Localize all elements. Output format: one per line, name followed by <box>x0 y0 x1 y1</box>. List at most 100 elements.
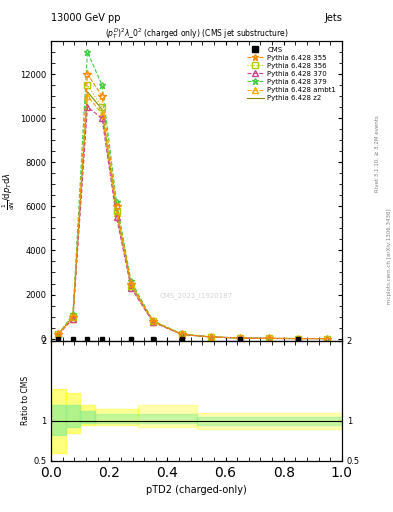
Pythia 6.428 ambt1 <box>100 111 105 117</box>
Pythia 6.428 356 <box>296 335 301 342</box>
Pythia 6.428 379 <box>209 334 213 340</box>
Pythia 6.428 379 <box>238 335 242 341</box>
Pythia 6.428 379 <box>100 82 105 88</box>
Pythia 6.428 355 <box>129 281 134 287</box>
Pythia 6.428 z2 <box>100 106 105 113</box>
Pythia 6.428 356 <box>238 335 242 341</box>
Pythia 6.428 z2 <box>85 89 90 95</box>
Line: Pythia 6.428 ambt1: Pythia 6.428 ambt1 <box>55 93 330 342</box>
Pythia 6.428 355 <box>100 93 105 99</box>
Pythia 6.428 ambt1 <box>325 335 330 342</box>
Text: Jets: Jets <box>324 13 342 23</box>
Pythia 6.428 370 <box>209 334 213 340</box>
Legend: CMS, Pythia 6.428 355, Pythia 6.428 356, Pythia 6.428 370, Pythia 6.428 379, Pyt: CMS, Pythia 6.428 355, Pythia 6.428 356,… <box>244 45 338 103</box>
Pythia 6.428 ambt1 <box>209 334 213 340</box>
Pythia 6.428 370 <box>296 335 301 342</box>
Line: Pythia 6.428 z2: Pythia 6.428 z2 <box>59 92 327 338</box>
Pythia 6.428 ambt1 <box>151 318 155 325</box>
Pythia 6.428 370 <box>325 335 330 342</box>
Pythia 6.428 355 <box>209 334 213 340</box>
Pythia 6.428 355 <box>151 318 155 324</box>
Pythia 6.428 379 <box>180 331 184 337</box>
Text: mcplots.cern.ch [arXiv:1306.3436]: mcplots.cern.ch [arXiv:1306.3436] <box>387 208 391 304</box>
CMS <box>71 335 75 342</box>
Pythia 6.428 370 <box>180 331 184 337</box>
Pythia 6.428 z2 <box>151 318 155 325</box>
Pythia 6.428 379 <box>296 335 301 342</box>
Y-axis label: Ratio to CMS: Ratio to CMS <box>21 376 30 425</box>
Pythia 6.428 355 <box>85 71 90 77</box>
Pythia 6.428 356 <box>71 313 75 319</box>
Pythia 6.428 356 <box>267 335 272 342</box>
Pythia 6.428 370 <box>151 319 155 325</box>
Pythia 6.428 356 <box>85 82 90 88</box>
Pythia 6.428 370 <box>100 115 105 121</box>
Pythia 6.428 379 <box>267 335 272 342</box>
Pythia 6.428 355 <box>296 335 301 342</box>
Line: CMS: CMS <box>56 336 300 340</box>
Y-axis label: $\frac{1}{\mathrm{d}N} / \mathrm{d}p_T \mathrm{d}\lambda$: $\frac{1}{\mathrm{d}N} / \mathrm{d}p_T \… <box>1 172 17 210</box>
Pythia 6.428 370 <box>129 285 134 291</box>
Pythia 6.428 356 <box>180 331 184 337</box>
Pythia 6.428 ambt1 <box>85 93 90 99</box>
CMS <box>100 335 105 342</box>
Line: Pythia 6.428 379: Pythia 6.428 379 <box>55 49 331 342</box>
Pythia 6.428 379 <box>129 278 134 284</box>
Pythia 6.428 ambt1 <box>180 331 184 337</box>
Line: Pythia 6.428 370: Pythia 6.428 370 <box>55 104 330 342</box>
Pythia 6.428 ambt1 <box>238 335 242 341</box>
Pythia 6.428 356 <box>100 104 105 110</box>
Pythia 6.428 ambt1 <box>129 283 134 289</box>
CMS <box>180 335 184 342</box>
Pythia 6.428 355 <box>325 335 330 342</box>
Line: Pythia 6.428 355: Pythia 6.428 355 <box>54 70 332 343</box>
Pythia 6.428 z2 <box>114 208 119 214</box>
Pythia 6.428 370 <box>238 335 242 341</box>
Pythia 6.428 379 <box>325 335 330 342</box>
Pythia 6.428 ambt1 <box>267 335 272 342</box>
Pythia 6.428 355 <box>56 331 61 337</box>
Pythia 6.428 z2 <box>267 335 272 342</box>
Pythia 6.428 355 <box>238 335 242 341</box>
Pythia 6.428 ambt1 <box>56 331 61 337</box>
CMS <box>129 335 134 342</box>
Pythia 6.428 379 <box>71 311 75 317</box>
Pythia 6.428 z2 <box>209 334 213 340</box>
CMS <box>56 335 61 342</box>
CMS <box>85 335 90 342</box>
Pythia 6.428 z2 <box>325 335 330 342</box>
Pythia 6.428 379 <box>85 49 90 55</box>
Pythia 6.428 ambt1 <box>114 210 119 216</box>
CMS <box>238 335 242 342</box>
Line: Pythia 6.428 356: Pythia 6.428 356 <box>55 82 330 342</box>
Pythia 6.428 z2 <box>296 335 301 342</box>
Title: $(p_T^D)^2\lambda\_0^2$ (charged only) (CMS jet substructure): $(p_T^D)^2\lambda\_0^2$ (charged only) (… <box>105 26 288 41</box>
Pythia 6.428 370 <box>71 316 75 322</box>
Pythia 6.428 z2 <box>180 331 184 337</box>
CMS <box>296 335 301 342</box>
Pythia 6.428 z2 <box>238 335 242 341</box>
Pythia 6.428 z2 <box>129 282 134 288</box>
Pythia 6.428 356 <box>56 331 61 337</box>
Text: 13000 GeV pp: 13000 GeV pp <box>51 13 121 23</box>
Pythia 6.428 356 <box>151 318 155 325</box>
Pythia 6.428 370 <box>56 331 61 337</box>
Pythia 6.428 356 <box>209 334 213 340</box>
Pythia 6.428 379 <box>114 199 119 205</box>
Pythia 6.428 379 <box>56 331 61 337</box>
Pythia 6.428 ambt1 <box>296 335 301 342</box>
X-axis label: pTD2 (charged-only): pTD2 (charged-only) <box>146 485 247 495</box>
CMS <box>151 335 155 342</box>
Pythia 6.428 355 <box>267 335 272 342</box>
Pythia 6.428 379 <box>151 317 155 324</box>
Pythia 6.428 356 <box>114 208 119 214</box>
Pythia 6.428 355 <box>71 313 75 319</box>
Pythia 6.428 370 <box>85 104 90 110</box>
Pythia 6.428 355 <box>180 331 184 337</box>
Pythia 6.428 370 <box>114 215 119 221</box>
Pythia 6.428 355 <box>114 203 119 209</box>
Pythia 6.428 356 <box>325 335 330 342</box>
Text: CMS_2021_I1920187: CMS_2021_I1920187 <box>160 292 233 299</box>
Pythia 6.428 z2 <box>71 313 75 319</box>
Pythia 6.428 370 <box>267 335 272 342</box>
